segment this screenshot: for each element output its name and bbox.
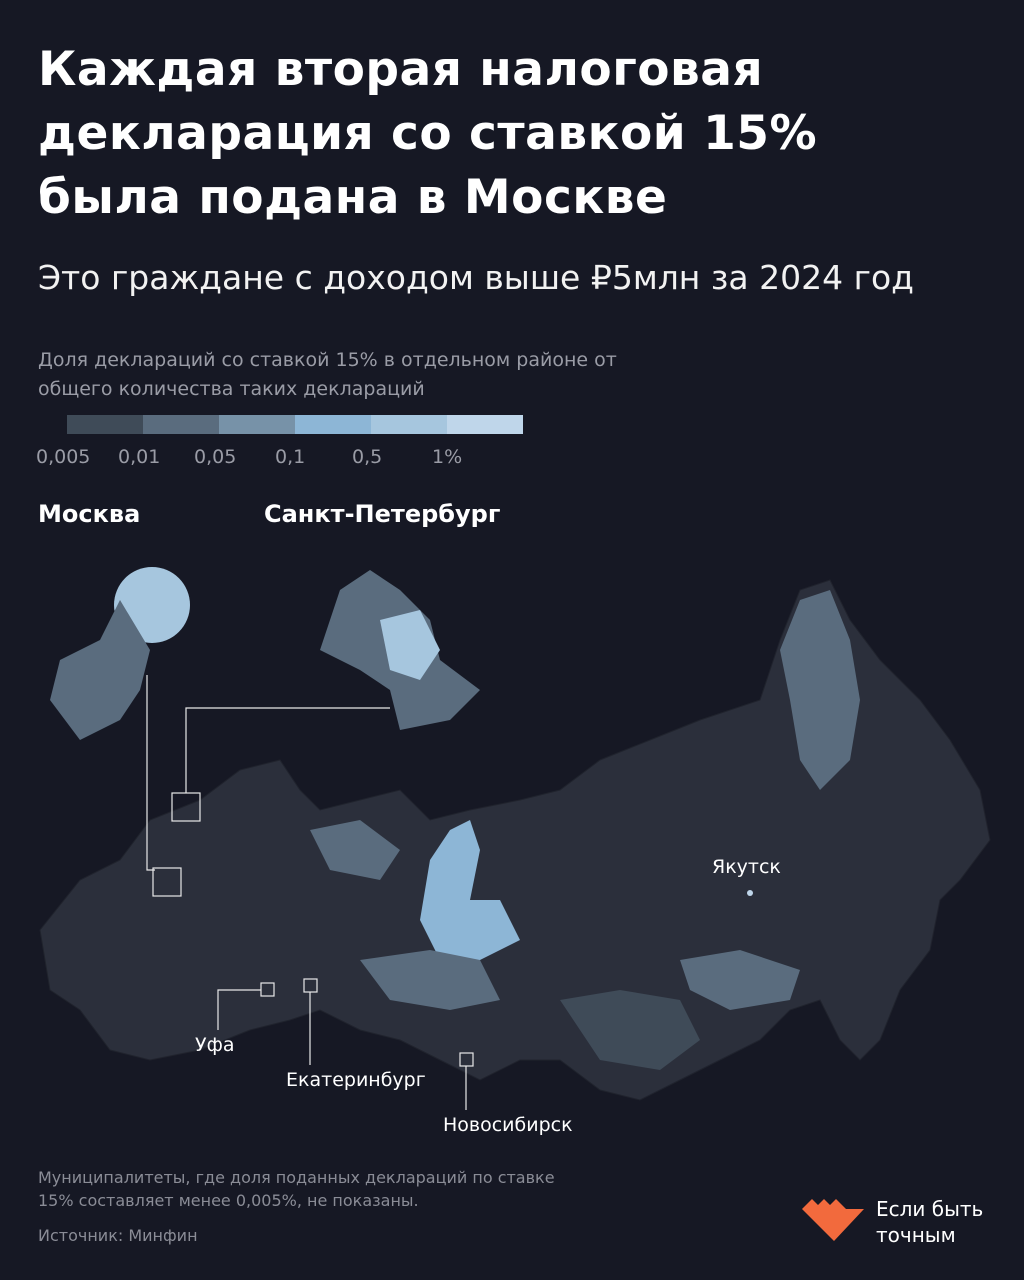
spb-locator-box	[171, 792, 201, 822]
legend-title: Доля деклараций со ставкой 15% в отдельн…	[38, 349, 617, 400]
region-far-east	[680, 950, 800, 1010]
legend-color-scale	[67, 415, 523, 434]
ufa-leader-line	[217, 989, 261, 1030]
region-yamal	[420, 820, 520, 960]
yakutsk-marker	[747, 890, 753, 896]
brand-line-2: точным	[876, 1223, 956, 1247]
legend-swatch-4	[295, 415, 371, 434]
footnote: Муниципалитеты, где доля поданных деклар…	[38, 1168, 555, 1210]
legend-label: 0,1	[275, 446, 306, 468]
subtitle: Это граждане с доходом выше ₽5млн за 202…	[38, 258, 914, 297]
region-krasnoyarsk-south	[560, 990, 700, 1070]
city-label-ufa: Уфа	[195, 1034, 235, 1056]
moscow-inset-title: Москва	[38, 500, 141, 528]
legend-swatch-2	[143, 415, 219, 434]
brand-name: Если быть точным	[876, 1196, 983, 1248]
legend-label: 0,01	[118, 446, 161, 468]
brand-line-1: Если быть	[876, 1197, 984, 1221]
legend-label: 0,05	[194, 446, 237, 468]
legend-swatch-6	[447, 415, 523, 434]
spb-leader-line	[185, 707, 390, 793]
moscow-inset-region	[50, 600, 150, 740]
city-label-novosibirsk: Новосибирск	[443, 1114, 573, 1136]
legend-swatch-1	[67, 415, 143, 434]
city-label-yekaterinburg: Екатеринбург	[286, 1069, 426, 1091]
page-title: Каждая вторая налоговая декларация со ст…	[38, 42, 818, 225]
moscow-leader-line	[146, 675, 155, 871]
region-nenets	[310, 820, 400, 880]
spb-inset-title: Санкт-Петербург	[264, 500, 501, 528]
region-chukotka	[780, 590, 860, 790]
region-khmao	[360, 950, 500, 1010]
city-label-yakutsk: Якутск	[712, 856, 781, 878]
legend-label: 1%	[432, 446, 463, 468]
source: Источник: Минфин	[38, 1226, 198, 1245]
legend-label: 0,005	[36, 446, 91, 468]
legend-label: 0,5	[352, 446, 383, 468]
spb-inset-city	[380, 610, 440, 680]
brand-logo-icon	[802, 1199, 864, 1241]
moscow-locator-box	[152, 867, 182, 897]
legend-swatch-5	[371, 415, 447, 434]
legend-swatch-3	[219, 415, 295, 434]
